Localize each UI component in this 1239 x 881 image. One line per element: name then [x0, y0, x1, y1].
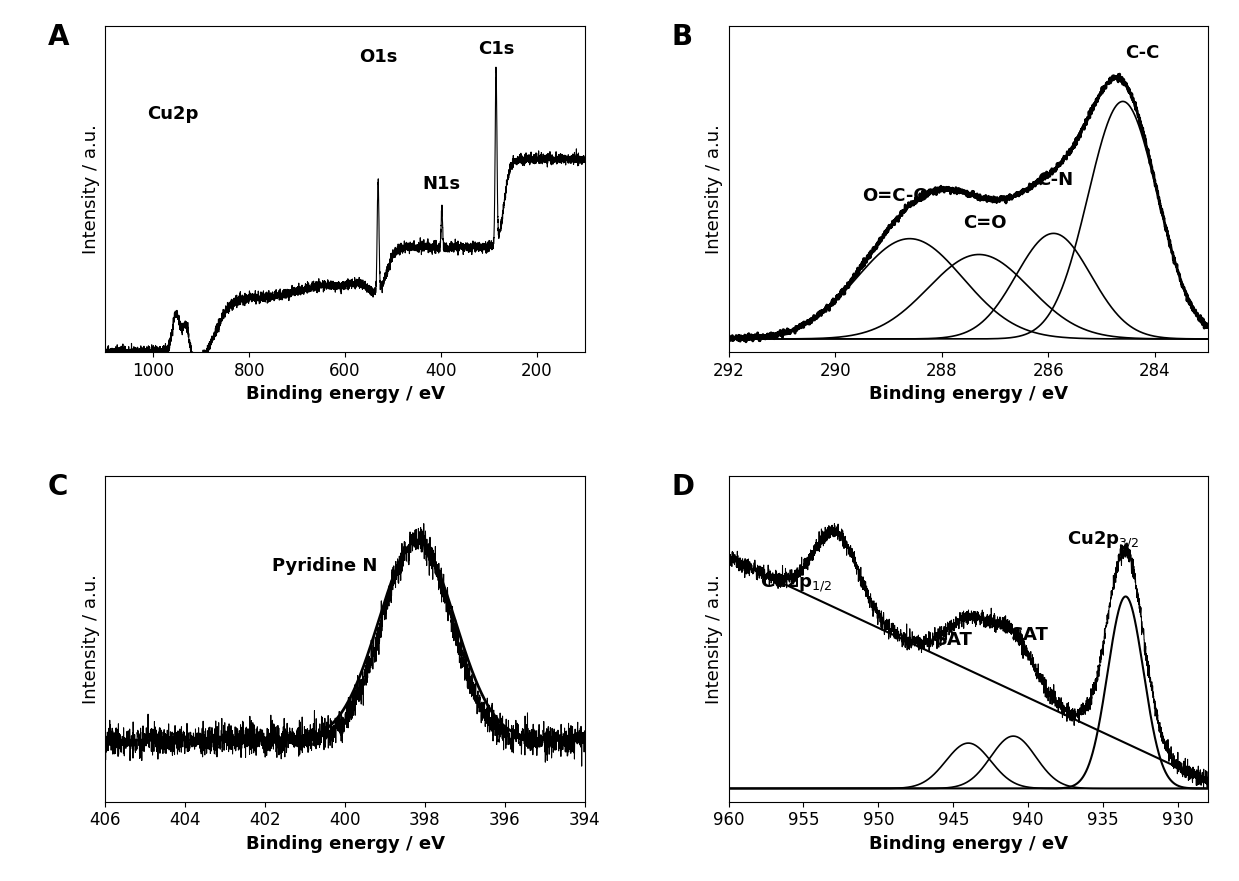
Y-axis label: Intensity / a.u.: Intensity / a.u.: [82, 124, 100, 255]
Y-axis label: Intensity / a.u.: Intensity / a.u.: [705, 124, 724, 255]
Text: SAT: SAT: [934, 632, 973, 649]
X-axis label: Binding energy / eV: Binding energy / eV: [245, 386, 445, 403]
Text: Cu2p$_{3/2}$: Cu2p$_{3/2}$: [1067, 529, 1139, 552]
X-axis label: Binding energy / eV: Binding energy / eV: [245, 835, 445, 853]
Text: B: B: [672, 23, 693, 51]
Text: Cu2p$_{1/2}$: Cu2p$_{1/2}$: [760, 572, 833, 594]
Text: A: A: [48, 23, 69, 51]
Text: O=C-O: O=C-O: [862, 188, 928, 205]
Y-axis label: Intensity / a.u.: Intensity / a.u.: [705, 574, 724, 704]
Text: D: D: [672, 473, 694, 500]
Text: SAT: SAT: [1010, 626, 1048, 644]
Text: N1s: N1s: [422, 175, 461, 193]
Text: Cu2p: Cu2p: [146, 105, 198, 122]
Text: C-C: C-C: [1125, 44, 1160, 63]
X-axis label: Binding energy / eV: Binding energy / eV: [869, 386, 1068, 403]
Y-axis label: Intensity / a.u.: Intensity / a.u.: [82, 574, 100, 704]
Text: O1s: O1s: [359, 48, 398, 66]
Text: C1s: C1s: [478, 40, 514, 57]
Text: C: C: [48, 473, 68, 500]
Text: Pyridine N: Pyridine N: [273, 558, 378, 575]
X-axis label: Binding energy / eV: Binding energy / eV: [869, 835, 1068, 853]
Text: C=O: C=O: [963, 214, 1006, 232]
Text: C-N: C-N: [1037, 171, 1074, 189]
